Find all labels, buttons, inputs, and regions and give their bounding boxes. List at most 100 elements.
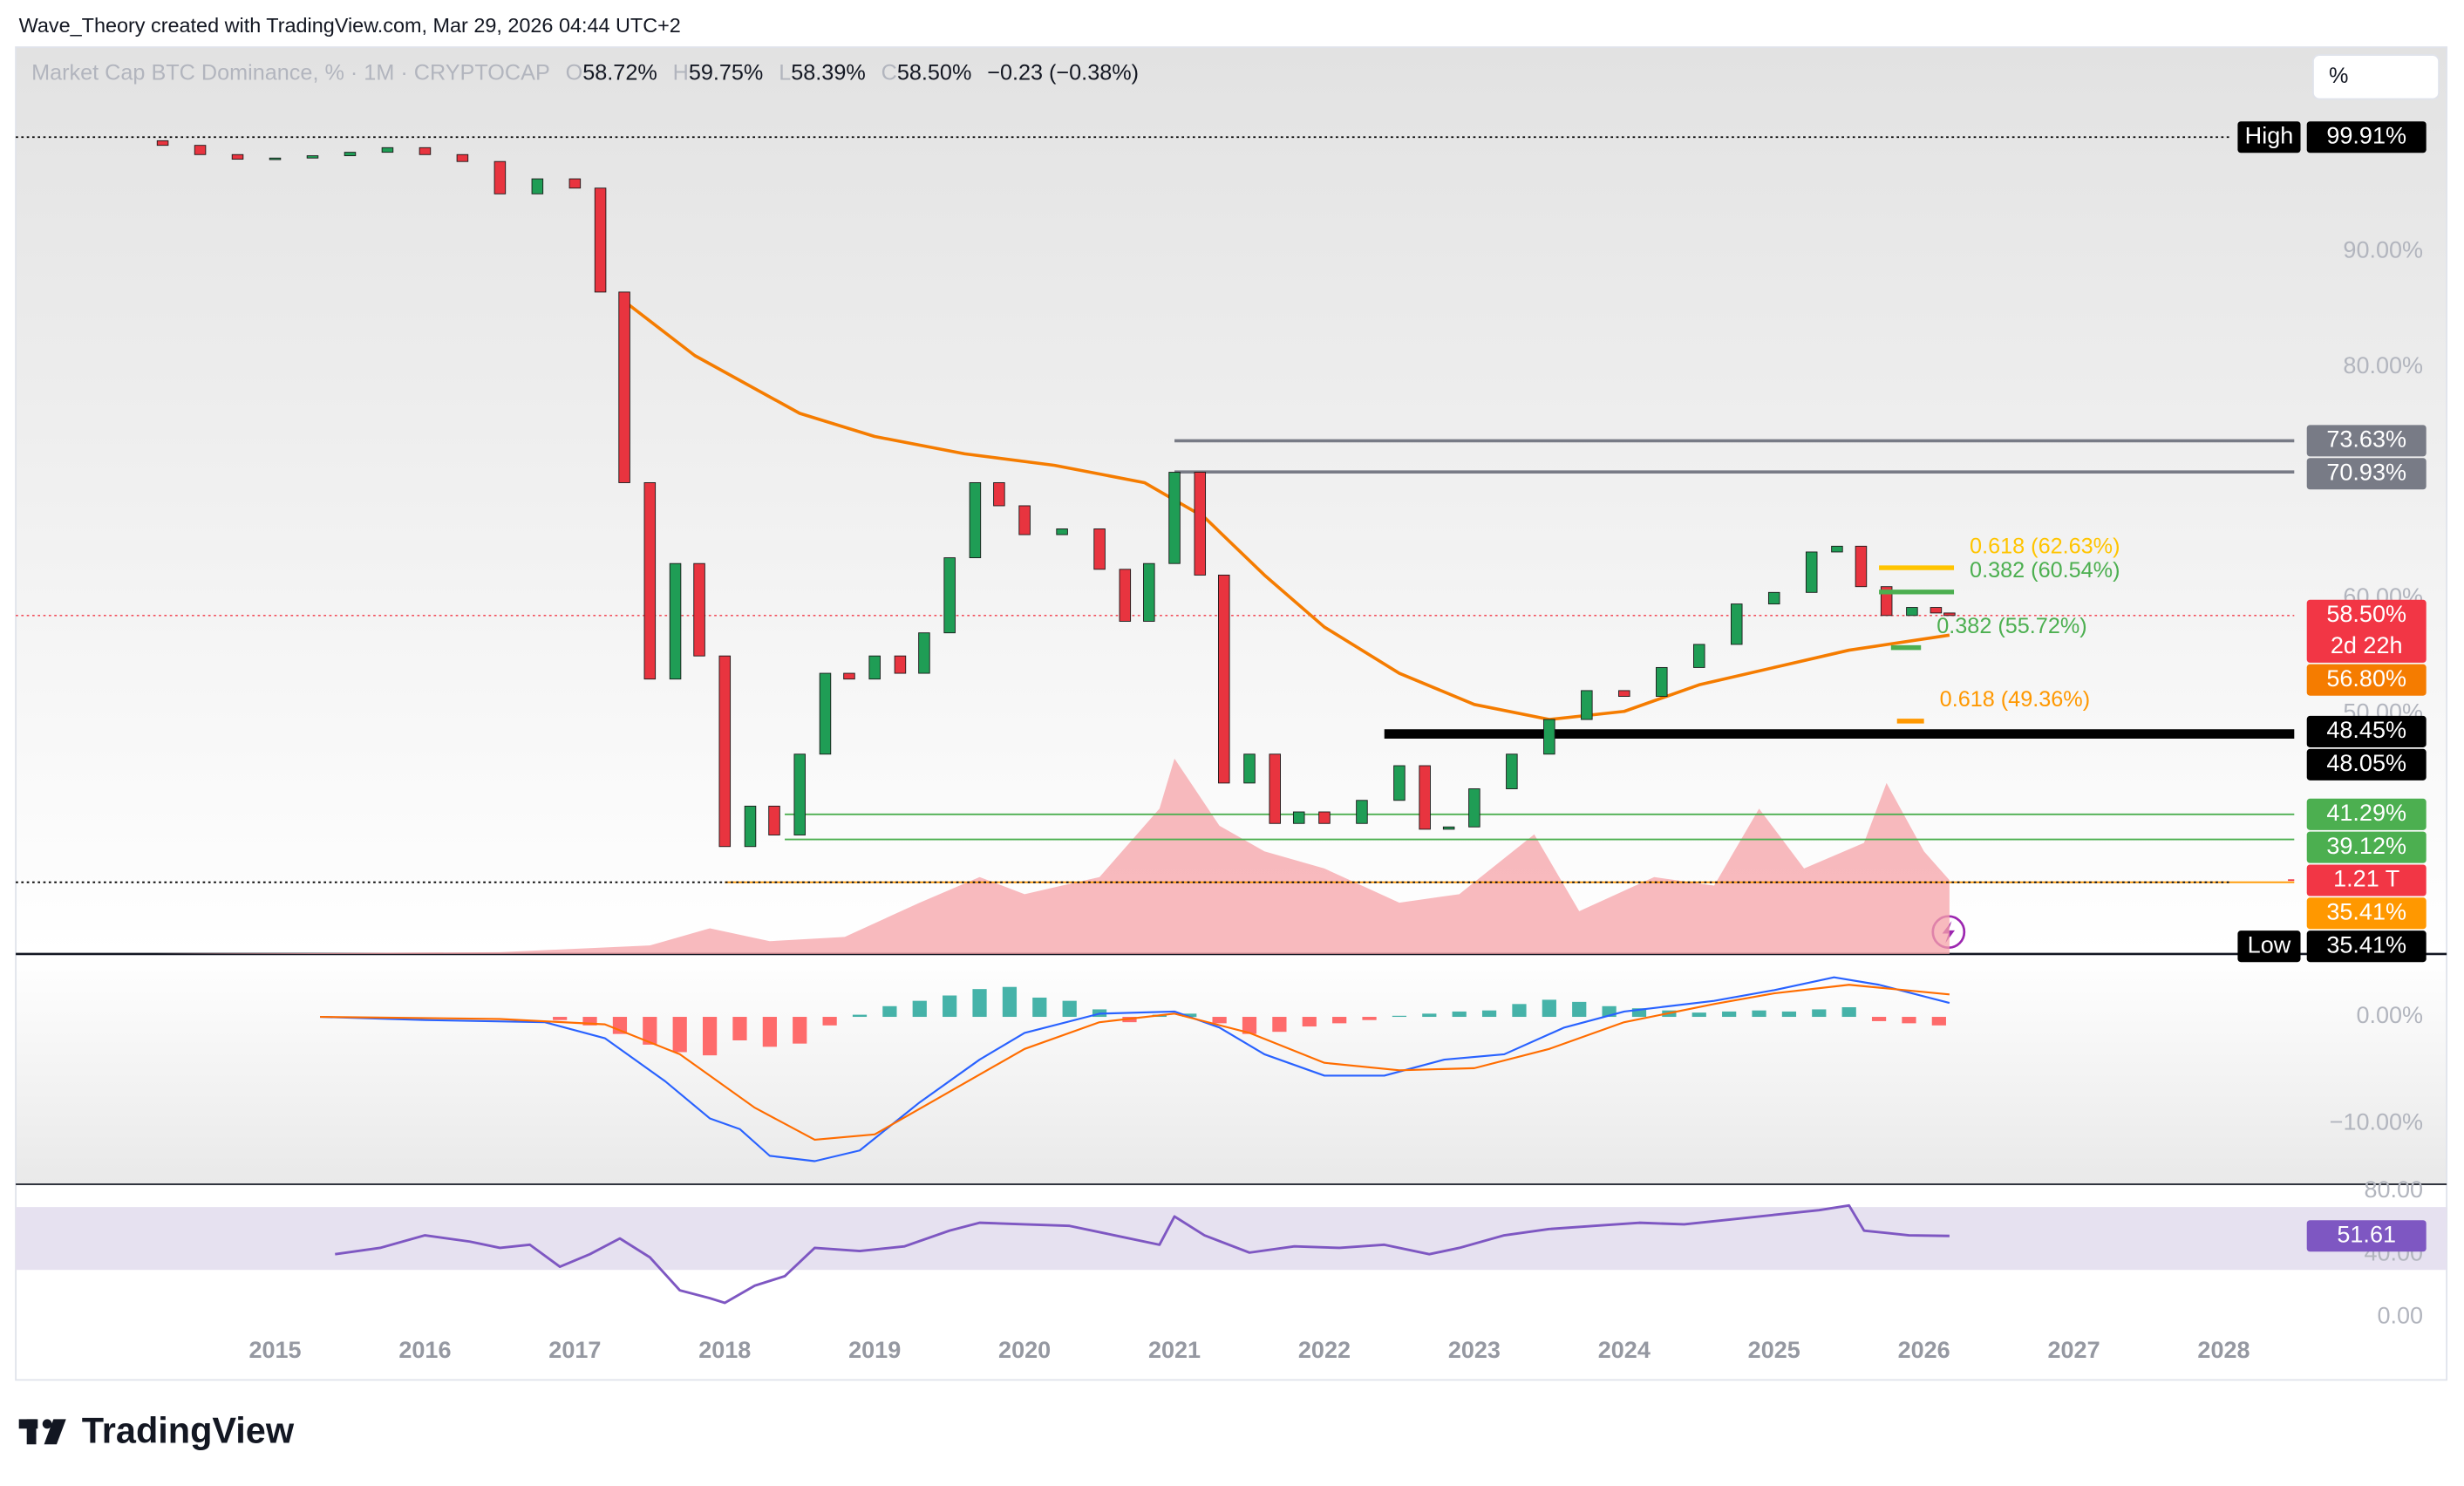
axis-label: 51.61	[2337, 1221, 2396, 1247]
histogram-bar	[1452, 1011, 1467, 1018]
ohlc-value: 59.75%	[689, 60, 764, 85]
candle-body	[868, 655, 881, 680]
candle-body	[493, 160, 507, 194]
candle-body	[156, 140, 169, 147]
histogram-bar	[972, 989, 987, 1018]
x-tick-label: 2028	[2197, 1337, 2250, 1363]
axis-label-box	[2306, 1220, 2427, 1252]
candle-body	[669, 562, 682, 680]
axis-label: 1.21 T	[2333, 866, 2399, 892]
histogram-bar	[882, 1005, 897, 1018]
candle-body	[894, 655, 907, 674]
axis-label: 35.41%	[2326, 931, 2406, 958]
axis-label: 35.41%	[2326, 898, 2406, 924]
x-tick-label: 2015	[248, 1337, 301, 1363]
axis-label: 99.91%	[2326, 122, 2406, 148]
candle-body	[693, 562, 705, 657]
axis-label: 41.29%	[2326, 800, 2406, 826]
ohlc-key: H	[673, 60, 689, 85]
axis-label-box	[2306, 864, 2427, 896]
x-tick-label: 2026	[1898, 1337, 1950, 1363]
histogram-bar	[1182, 1013, 1197, 1018]
candle-body	[918, 632, 930, 674]
logo-mark	[26, 1419, 37, 1445]
histogram-bar	[822, 1017, 837, 1026]
candle-body	[643, 482, 657, 680]
series-line	[320, 984, 1950, 1142]
histogram-bar	[1512, 1004, 1527, 1018]
y-tick-label: 0.00%	[2356, 1002, 2423, 1028]
candle-body	[231, 153, 244, 160]
candle-body	[1243, 753, 1256, 784]
histogram-bar	[852, 1014, 868, 1018]
ohlc-key: C	[881, 60, 897, 85]
candle-body	[1831, 545, 1843, 553]
candle-body	[1906, 607, 1918, 617]
axis-label-box	[2306, 715, 2427, 747]
candle-body	[793, 753, 806, 835]
axis-tag-box	[2237, 930, 2301, 963]
x-tick-label: 2023	[1448, 1337, 1501, 1363]
candle-body	[1468, 788, 1480, 828]
histogram-bar	[1781, 1011, 1797, 1018]
candle-body	[1419, 765, 1431, 830]
histogram-bar	[1691, 1012, 1706, 1018]
histogram-bar	[1272, 1017, 1287, 1033]
axis-label-box	[2306, 748, 2427, 780]
ohlc-value: 58.50%	[897, 60, 972, 85]
histogram-bar	[1841, 1006, 1856, 1018]
axis-label: 39.12%	[2326, 833, 2406, 859]
attribution: Wave_Theory created with TradingView.com…	[19, 14, 681, 37]
candle-body	[993, 482, 1005, 507]
candle-body	[1506, 753, 1518, 789]
candle-body	[943, 557, 956, 634]
histogram-bar	[1542, 999, 1556, 1018]
macd-pane	[16, 955, 2447, 1184]
histogram-bar	[643, 1017, 657, 1045]
x-tick-label: 2025	[1748, 1337, 1800, 1363]
candle-body	[1292, 811, 1305, 824]
series-line	[320, 976, 1950, 1162]
fib-label: 0.618 (49.36%)	[1940, 687, 2090, 712]
rsi-band	[16, 1207, 2447, 1271]
axis-label: 56.80%	[2326, 665, 2406, 692]
candle-body	[1318, 811, 1331, 824]
x-tick-label: 2020	[998, 1337, 1051, 1363]
candle-body	[1730, 603, 1743, 645]
candle-body	[1269, 753, 1281, 824]
axis-label-box	[2306, 599, 2427, 663]
histogram-bar	[793, 1017, 807, 1044]
histogram-bar	[1931, 1017, 1946, 1026]
axis-label: 48.05%	[2326, 750, 2406, 776]
unit-button[interactable]	[2312, 54, 2440, 100]
axis-label: 58.50%	[2326, 601, 2406, 627]
fib-label: 0.382 (55.72%)	[1936, 614, 2086, 638]
y-tick-label: 90.00%	[2343, 237, 2423, 263]
symbol: Market Cap BTC Dominance, % · 1M · CRYPT…	[31, 60, 550, 85]
axis-label-box	[2306, 930, 2427, 963]
axis-label: 48.45%	[2326, 717, 2406, 743]
candle-body	[456, 153, 469, 162]
candle-body	[1943, 612, 1956, 617]
ohlc-key: O	[566, 60, 583, 85]
candle-body	[419, 147, 432, 155]
candle-body	[819, 672, 832, 755]
candle-body	[1855, 545, 1868, 588]
candle-body	[1442, 826, 1455, 830]
candle-body	[1119, 569, 1132, 622]
axis-label: 70.93%	[2326, 459, 2406, 485]
candle-body	[1767, 591, 1780, 605]
histogram-bar	[1032, 997, 1047, 1018]
x-tick-label: 2024	[1598, 1337, 1651, 1363]
candle-body	[194, 145, 207, 155]
x-tick-label: 2019	[848, 1337, 901, 1363]
candle-body	[843, 672, 855, 680]
series-line	[335, 1203, 1950, 1305]
volume-area	[154, 758, 1950, 954]
histogram-bar	[672, 1017, 687, 1053]
candle-body	[594, 187, 607, 293]
unit-label: %	[2329, 64, 2348, 88]
candle-body	[1930, 607, 1943, 614]
candle-body	[1143, 562, 1155, 622]
